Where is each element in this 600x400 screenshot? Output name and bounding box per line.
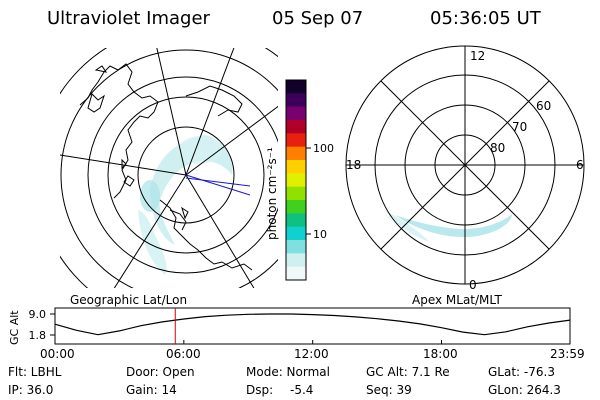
glat-readout: GLat: -76.3 — [488, 365, 555, 379]
altitude-xtick-label: 12:00 — [294, 347, 329, 361]
dsp-readout-value: -5.4 — [290, 383, 314, 397]
altitude-xtick-label: 06:00 — [166, 347, 201, 361]
geo-lat-circle — [60, 49, 278, 288]
geographic-map — [60, 48, 278, 288]
geo-meridian — [185, 48, 235, 176]
mlt-label-12: 12 — [470, 49, 485, 63]
geo-meridian — [60, 154, 187, 176]
seq-readout: Seq: 39 — [366, 383, 412, 397]
colorbar-cell — [286, 106, 306, 121]
colorbar-unit-label: photon cm⁻²s⁻¹ — [265, 147, 279, 240]
geo-meridian — [185, 105, 278, 176]
mlt-lat-label-70: 70 — [512, 120, 527, 134]
gain-readout: Gain: 14 — [126, 383, 177, 397]
geo-aurora-glow — [138, 135, 233, 275]
geo-panel-label: Geographic Lat/Lon — [70, 293, 187, 307]
geo-coastline — [79, 63, 253, 271]
altitude-chart: 9.0 1.8 GC Alt — [8, 307, 571, 345]
mode-readout: Mode: Normal — [246, 365, 330, 379]
mlt-label-0: 0 — [469, 278, 477, 292]
filter-readout: Flt: LBHL — [8, 365, 62, 379]
colorbar-cell — [286, 160, 306, 174]
colorbar-cell — [286, 133, 306, 148]
colorbar-cell — [286, 146, 306, 161]
mlt-label-6: 6 — [576, 158, 584, 172]
gc-alt-readout: GC Alt: 7.1 Re — [366, 365, 450, 379]
altitude-xtick-label: 23:59 — [550, 347, 585, 361]
colorbar-tick-label: 100 — [313, 142, 334, 155]
geo-meridian — [185, 174, 255, 288]
instrument-title: Ultraviolet Imager — [47, 8, 210, 29]
colorbar-cell — [286, 120, 306, 134]
altitude-series-line — [54, 313, 571, 336]
altitude-ytick-label: 1.8 — [29, 329, 47, 342]
altitude-plot-frame — [54, 307, 571, 345]
colorbar-tick-label: 10 — [313, 228, 327, 241]
mlt-meridian — [380, 80, 550, 250]
colorbar-cell — [286, 186, 306, 201]
geo-lat-circle — [87, 76, 278, 274]
colorbar-cell — [286, 266, 306, 281]
door-readout: Door: Open — [126, 365, 195, 379]
colorbar-cell — [286, 253, 306, 268]
mlt-aurora-glow — [385, 210, 512, 242]
altitude-xtick-label: 00:00 — [40, 347, 75, 361]
date-label: 05 Sep 07 — [272, 8, 364, 29]
colorbar-cell — [286, 213, 306, 228]
colorbar-cell — [286, 80, 306, 94]
colorbar-cell — [286, 240, 306, 254]
geo-direction-line — [185, 177, 251, 187]
altitude-ytick-label: 9.0 — [29, 308, 47, 321]
geo-meridian — [113, 174, 187, 288]
glon-readout: GLon: 264.3 — [488, 383, 561, 397]
geo-direction-line — [185, 174, 251, 196]
altitude-xtick-label: 18:00 — [423, 347, 458, 361]
colorbar-cell — [286, 93, 306, 108]
colorbar-frame — [285, 79, 307, 281]
mlt-lat-label-60: 60 — [536, 99, 551, 113]
mlt-panel-label: Apex MLat/MLT — [412, 293, 502, 307]
colorbar-cell — [286, 173, 306, 188]
mlt-polar-plot: 12 18 6 0 60 70 80 — [345, 45, 585, 292]
colorbar: 100 10 photon cm⁻²s⁻¹ — [265, 79, 334, 281]
colorbar-cell — [286, 200, 306, 214]
geo-meridian — [156, 48, 187, 176]
geo-lat-circle — [107, 96, 265, 254]
dsp-readout-label: Dsp: — [246, 383, 274, 397]
colorbar-cell — [286, 226, 306, 241]
ip-readout: IP: 36.0 — [8, 383, 54, 397]
mlt-lat-label-80: 80 — [490, 141, 505, 155]
altitude-y-axis-label: GC Alt — [8, 310, 21, 345]
time-label: 05:36:05 UT — [430, 8, 541, 29]
mlt-label-18: 18 — [346, 158, 361, 172]
